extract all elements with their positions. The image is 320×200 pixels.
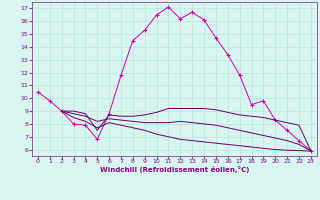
X-axis label: Windchill (Refroidissement éolien,°C): Windchill (Refroidissement éolien,°C): [100, 166, 249, 173]
